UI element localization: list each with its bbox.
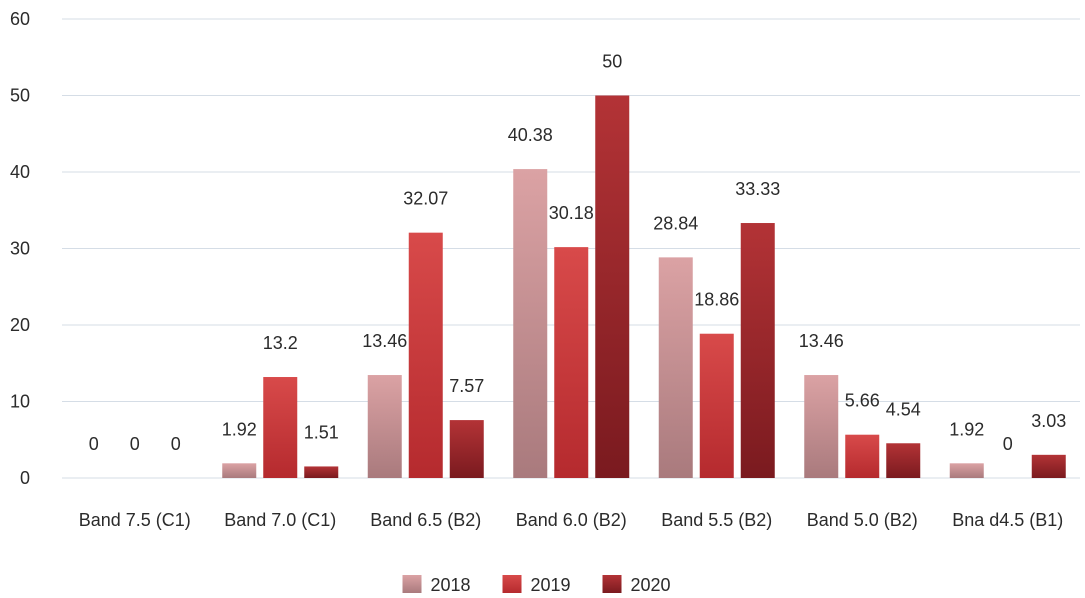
data-labels: 0 0 0 1.92 13.2 1.51 13.46 32.07 7.57 40.38 30.18 5…: [89, 52, 1067, 455]
data-label: 1.51: [304, 422, 339, 442]
y-axis-ticks: 0 10 20 30 40 50 60: [10, 9, 30, 488]
data-label: 1.92: [222, 419, 257, 439]
data-label: 0: [130, 434, 140, 454]
bar-2020-6: [1031, 454, 1066, 478]
y-tick-label: 50: [10, 86, 30, 106]
bar-2020-4: [740, 223, 775, 478]
data-label: 28.84: [653, 213, 698, 233]
y-tick-label: 10: [10, 392, 30, 412]
bar-2019-4: [699, 333, 734, 478]
data-label: 13.46: [362, 331, 407, 351]
data-label: 0: [1003, 434, 1013, 454]
category-label: Band 6.5 (B2): [370, 510, 481, 530]
bar-2020-2: [449, 420, 484, 478]
data-label: 7.57: [449, 376, 484, 396]
data-label: 13.46: [799, 331, 844, 351]
category-label: Band 7.0 (C1): [224, 510, 336, 530]
x-axis-categories: Band 7.5 (C1) Band 7.0 (C1) Band 6.5 (B2) B…: [79, 510, 1064, 530]
data-label: 30.18: [549, 203, 594, 223]
bar-2018-2: [367, 375, 402, 478]
bar-2018-6: [949, 463, 984, 478]
legend-swatch-2019: [502, 575, 522, 593]
bar-2019-2: [408, 232, 443, 478]
data-label: 50: [602, 52, 622, 72]
bar-2020-3: [595, 95, 630, 478]
y-tick-label: 0: [20, 468, 30, 488]
y-tick-label: 20: [10, 315, 30, 335]
data-label: 4.54: [886, 399, 921, 419]
category-label: Band 5.0 (B2): [807, 510, 918, 530]
data-label: 13.2: [263, 333, 298, 353]
category-label: Band 6.0 (B2): [516, 510, 627, 530]
data-label: 32.07: [403, 189, 448, 209]
bar-2019-3: [554, 247, 589, 478]
y-tick-label: 40: [10, 162, 30, 182]
data-label: 0: [89, 434, 99, 454]
legend-label: 2019: [531, 575, 571, 595]
bar-2018-5: [804, 375, 839, 478]
bar-2019-1: [263, 377, 298, 478]
category-label: Band 5.5 (B2): [661, 510, 772, 530]
bar-2019-5: [845, 434, 880, 478]
category-label: Band 7.5 (C1): [79, 510, 191, 530]
y-tick-label: 30: [10, 239, 30, 259]
data-label: 1.92: [949, 419, 984, 439]
category-label: Bna d4.5 (B1): [952, 510, 1063, 530]
data-label: 3.03: [1031, 411, 1066, 431]
data-label: 0: [171, 434, 181, 454]
data-label: 5.66: [845, 391, 880, 411]
legend-label: 2018: [431, 575, 471, 595]
bars: [222, 95, 1066, 478]
bar-2020-1: [304, 466, 339, 478]
bar-2020-5: [886, 443, 921, 478]
bar-2018-3: [513, 169, 548, 478]
bar-2018-1: [222, 463, 257, 478]
legend: 2018 2019 2020: [402, 575, 671, 595]
y-tick-label: 60: [10, 9, 30, 29]
legend-swatch-2020: [602, 575, 622, 593]
data-label: 18.86: [694, 290, 739, 310]
bar-2018-4: [658, 257, 693, 478]
legend-label: 2020: [631, 575, 671, 595]
data-label: 40.38: [508, 125, 553, 145]
legend-swatch-2018: [402, 575, 422, 593]
data-label: 33.33: [735, 179, 780, 199]
